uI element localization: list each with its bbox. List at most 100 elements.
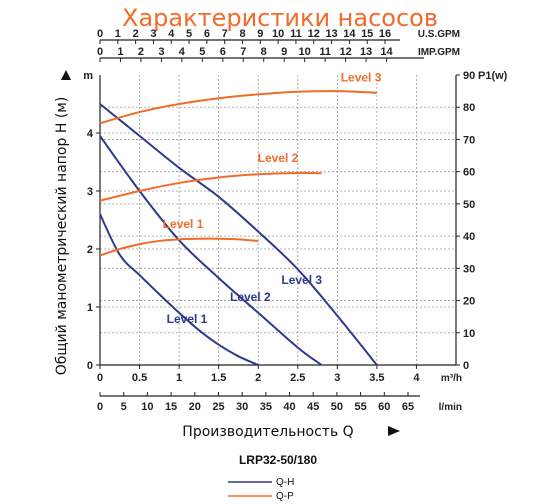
right-axis-tick-label: 30 [463, 263, 475, 275]
y-axis-label: Общий манометрический напор H (м) [54, 97, 70, 376]
lmin-axis-tick-label: 35 [260, 401, 272, 413]
bottom-axis-tick-label: 0.5 [132, 372, 147, 384]
lmin-axis-tick-label: 5 [121, 401, 127, 413]
right-axis-tick-label: 90 [463, 70, 475, 82]
curve-label-qp-level-2: Level 2 [258, 151, 299, 165]
y-axis-arrow-icon [61, 70, 71, 80]
x-axis-arrow-icon [388, 426, 400, 436]
left-axis-tick-label: 4 [87, 128, 94, 140]
legend: Q-H Q-P [228, 477, 294, 502]
bottom-axis-tick-label: 3.5 [369, 372, 384, 384]
top-axis-tick-label: 7 [222, 28, 228, 40]
grid [100, 75, 456, 365]
lmin-axis-tick-label: 0 [97, 401, 103, 413]
x-axis-label: Производительность Q [182, 424, 353, 440]
bottom-axis-tick-label: 2.5 [290, 372, 305, 384]
top-axis-tick-label: 14 [343, 28, 356, 40]
left-axis-tick-label: 2 [87, 244, 93, 256]
top-axis-tick-label: 6 [204, 28, 210, 40]
curve-qh-level-3 [99, 103, 378, 366]
lmin-axis-tick-label: 60 [378, 401, 390, 413]
right-axis-tick-label: 0 [463, 360, 469, 372]
lmin-axis-tick-label: 30 [236, 401, 248, 413]
bottom-axis-unit: m³/h [441, 373, 462, 384]
top-axis-tick-label: 4 [168, 28, 175, 40]
top-axis-tick-label: 11 [290, 28, 302, 40]
left-axis-tick-label: 0 [87, 360, 93, 372]
left-axis-tick-label: 3 [87, 186, 93, 198]
top-axis-tick-label: 10 [299, 46, 311, 58]
bottom-axis-tick-label: 0 [97, 372, 103, 384]
curve-label-qp-level-3: Level 3 [341, 70, 382, 84]
right-axis-tick-label: 40 [463, 231, 475, 243]
lmin-axis-tick-label: 45 [307, 401, 319, 413]
lmin-axis-tick-label: 25 [212, 401, 224, 413]
curve-label-qh-level-2: Level 2 [230, 290, 271, 304]
curve-qp-level-3 [99, 90, 377, 125]
top-axis-tick-label: 14 [380, 46, 393, 58]
top-axis-tick-label: 12 [308, 28, 320, 40]
top-axis-tick-label: 9 [257, 28, 263, 40]
top-axis-tick-label: 13 [325, 28, 337, 40]
lmin-axis-tick-label: 20 [189, 401, 201, 413]
right-axis-tick-label: 80 [463, 102, 475, 114]
top-axis-tick-label: 11 [319, 46, 331, 58]
top-axis-unit: U.S.GPM [418, 29, 460, 40]
top-axis-tick-label: 8 [239, 28, 245, 40]
chart-title: Характеристики насосов [122, 4, 438, 32]
curve-label-qp-level-1: Level 1 [163, 217, 204, 231]
curves [99, 90, 378, 366]
top-axis-tick-label: 15 [361, 28, 373, 40]
curve-qh-level-1 [99, 213, 259, 366]
curve-labels: Level 1 Level 2 Level 3 Level 1 Level 2 Level… [163, 70, 382, 326]
right-axis-tick-label: 10 [463, 328, 475, 340]
top-axis-tick-label: 1 [117, 46, 123, 58]
top-axis-tick-label: 8 [261, 46, 267, 58]
legend-qp-label: Q-P [276, 491, 294, 502]
lmin-axis-tick-label: 65 [402, 401, 414, 413]
right-axis-tick-label: 70 [463, 134, 475, 146]
top-axis-tick-label: 5 [199, 46, 205, 58]
lmin-axis-tick-label: 15 [165, 401, 177, 413]
lmin-axis-tick-label: 55 [354, 401, 366, 413]
top-axis-tick-label: 2 [138, 46, 144, 58]
top-axis-tick-label: 3 [158, 46, 164, 58]
top-axis-tick-label: 10 [272, 28, 284, 40]
lmin-axis-tick-label: 40 [283, 401, 295, 413]
top-axis-tick-label: 0 [97, 46, 103, 58]
lmin-axis-unit: l/min [439, 402, 462, 413]
top-axis-tick-label: 2 [133, 28, 139, 40]
bottom-axis-tick-label: 3 [334, 372, 340, 384]
right-axis-tick-label: 60 [463, 167, 475, 179]
top-axis-tick-label: 6 [220, 46, 226, 58]
left-axis-unit: m [83, 70, 93, 82]
curve-qp-level-2 [99, 171, 322, 202]
curve-label-qh-level-1: Level 1 [167, 312, 208, 326]
top-axis-tick-label: 3 [150, 28, 156, 40]
right-axis-tick-label: 50 [463, 199, 475, 211]
top-axis-tick-label: 4 [179, 46, 186, 58]
right-axis-unit: P1(w) [478, 70, 508, 82]
right-axis-tick-label: 20 [463, 296, 475, 308]
top-axis-tick-label: 9 [281, 46, 287, 58]
top-axis-unit: IMP.GPM [418, 47, 460, 58]
model-label: LRP32-50/180 [239, 453, 317, 467]
bottom-axis-tick-label: 1 [176, 372, 182, 384]
bottom-axis-tick-label: 4 [413, 372, 420, 384]
left-axis-tick-label: 1 [87, 302, 93, 314]
top-axis-tick-label: 0 [97, 28, 103, 40]
curve-label-qh-level-3: Level 3 [281, 273, 322, 287]
top-axis-tick-label: 16 [379, 28, 391, 40]
top-axis-tick-label: 1 [115, 28, 121, 40]
lmin-axis-tick-label: 10 [141, 401, 153, 413]
top-axis-tick-label: 7 [240, 46, 246, 58]
lmin-axis-tick-label: 50 [331, 401, 343, 413]
legend-qh-label: Q-H [276, 477, 294, 488]
top-axis-tick-label: 13 [360, 46, 372, 58]
top-axis-tick-label: 12 [339, 46, 351, 58]
curve-qp-level-1 [99, 237, 259, 257]
top-axis-tick-label: 5 [186, 28, 192, 40]
bottom-axis-tick-label: 1.5 [211, 372, 226, 384]
